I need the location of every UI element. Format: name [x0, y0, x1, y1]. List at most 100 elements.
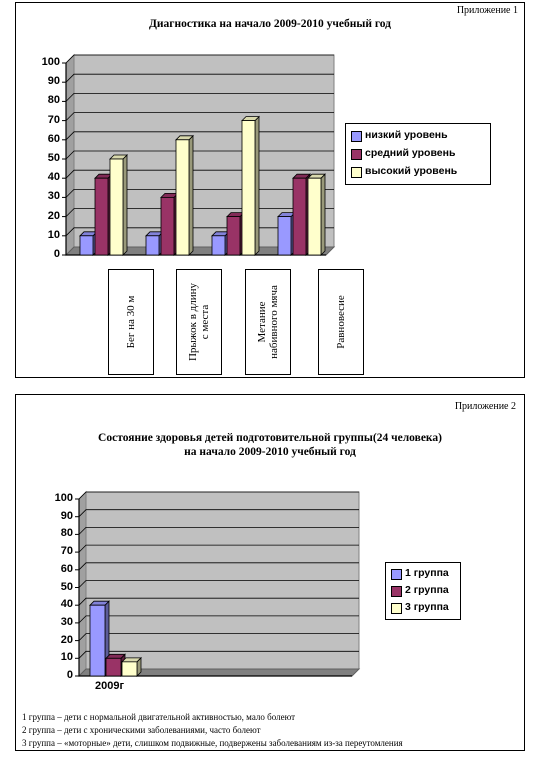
y-tick-label: 50	[47, 152, 60, 164]
bar	[307, 173, 326, 256]
y-tick-label: 0	[53, 248, 60, 260]
chart-panel-2: Приложение 2 Состояние здоровья детей по…	[15, 394, 525, 751]
bar	[175, 134, 194, 256]
y-tick-label: 10	[60, 651, 73, 664]
bar-side	[320, 173, 326, 256]
legend-label: 2 группа	[405, 584, 449, 596]
bar	[109, 154, 128, 256]
category-label-box: Метание набивного мяча	[245, 269, 291, 375]
bar-side	[122, 154, 128, 256]
gridline	[78, 650, 359, 659]
chart2-plot	[75, 490, 361, 678]
y-tick-label: 80	[60, 527, 73, 540]
gridline	[78, 544, 359, 553]
bar	[277, 211, 296, 256]
y-tick-label: 50	[60, 580, 73, 593]
bar-front	[79, 235, 94, 256]
appendix-label-2: Приложение 2	[454, 401, 516, 412]
category-label: Равновесие	[335, 295, 347, 349]
y-tick-label: 90	[60, 509, 73, 522]
chart1-legend: низкий уровень средний уровень высокий у…	[345, 123, 491, 185]
legend-note-2: 2 группа – дети с хроническими заболеван…	[22, 725, 261, 735]
gridline	[65, 73, 334, 83]
y-tick-label: 60	[47, 132, 60, 145]
bar-top	[121, 657, 142, 663]
legend-label: низкий уровень	[365, 129, 448, 141]
gridline	[78, 597, 359, 606]
y-tick-label: 90	[47, 75, 60, 88]
category-label: Прыжок в длину с места	[187, 282, 211, 362]
bar-front	[292, 177, 307, 256]
bar	[211, 230, 230, 256]
y-tick-label: 100	[54, 492, 73, 504]
gridline	[78, 491, 359, 500]
bar-side	[188, 134, 194, 256]
bar-front	[121, 661, 138, 677]
chart2-legend: 1 группа 2 группа 3 группа	[385, 562, 461, 620]
bar-front	[160, 196, 175, 256]
y-tick-label: 10	[47, 228, 60, 241]
legend-note-3: 3 группа – «моторные» дети, слишком подв…	[22, 738, 403, 748]
bar	[226, 211, 245, 256]
y-tick-label: 70	[60, 545, 73, 558]
gridline	[78, 509, 359, 517]
bar-front	[226, 216, 241, 256]
y-tick-label: 40	[47, 171, 60, 184]
bar-front	[109, 158, 124, 256]
bar-front	[94, 177, 109, 256]
bar	[241, 115, 260, 256]
chart2-category-label: 2009г	[95, 680, 125, 692]
gridline	[65, 112, 334, 121]
legend-label: средний уровень	[365, 147, 456, 159]
gridline	[78, 562, 359, 571]
bar-front	[105, 657, 122, 677]
bar-front	[175, 139, 190, 256]
legend-label: 1 группа	[405, 567, 449, 579]
bar	[94, 173, 113, 256]
category-label: Бег на 30 м	[125, 295, 137, 349]
bar	[121, 656, 142, 677]
legend-label: 3 группа	[405, 601, 449, 613]
y-tick-label: 0	[66, 669, 73, 681]
y-tick-label: 70	[47, 113, 60, 126]
gridline	[78, 580, 359, 588]
bar-top	[89, 600, 110, 606]
category-label-box: Прыжок в длину с места	[176, 269, 222, 375]
bar-front	[307, 177, 322, 256]
gridline	[78, 615, 359, 624]
legend-swatch	[391, 586, 402, 597]
bar	[145, 230, 164, 256]
y-tick-label: 20	[47, 209, 60, 222]
bar-front	[89, 604, 106, 677]
chart1-plot	[62, 53, 336, 257]
category-label-box: Равновесие	[318, 269, 364, 375]
y-tick-label: 80	[47, 94, 60, 107]
legend-note-1: 1 группа – дети с нормальной двигательно…	[22, 712, 296, 722]
y-tick-label: 30	[60, 615, 73, 628]
chart1-title: Диагностика на начало 2009-2010 учебный …	[149, 18, 391, 30]
legend-swatch	[351, 149, 362, 160]
appendix-label-1: Приложение 1	[456, 5, 518, 16]
y-tick-label: 30	[47, 190, 60, 203]
gridline	[78, 526, 359, 535]
bar-front	[211, 235, 226, 256]
gridline	[65, 54, 334, 64]
bar-front	[277, 216, 292, 256]
y-tick-label: 100	[41, 56, 60, 68]
bar-top	[105, 653, 126, 659]
legend-label: высокий уровень	[365, 165, 458, 177]
bar-side	[254, 115, 260, 256]
bar	[160, 192, 179, 256]
bar-front	[145, 235, 160, 256]
legend-swatch	[351, 167, 362, 178]
bar	[79, 230, 98, 256]
legend-swatch	[391, 569, 402, 580]
category-label: Метание набивного мяча	[256, 285, 280, 359]
chart-panel-1: Приложение 1 Диагностика на начало 2009-…	[15, 2, 525, 378]
y-tick-label: 60	[60, 562, 73, 575]
legend-swatch	[391, 603, 402, 614]
bar	[292, 173, 311, 256]
chart2-title: Состояние здоровья детей подготовительно…	[98, 432, 442, 458]
gridline	[65, 93, 334, 102]
category-label-box: Бег на 30 м	[108, 269, 154, 375]
